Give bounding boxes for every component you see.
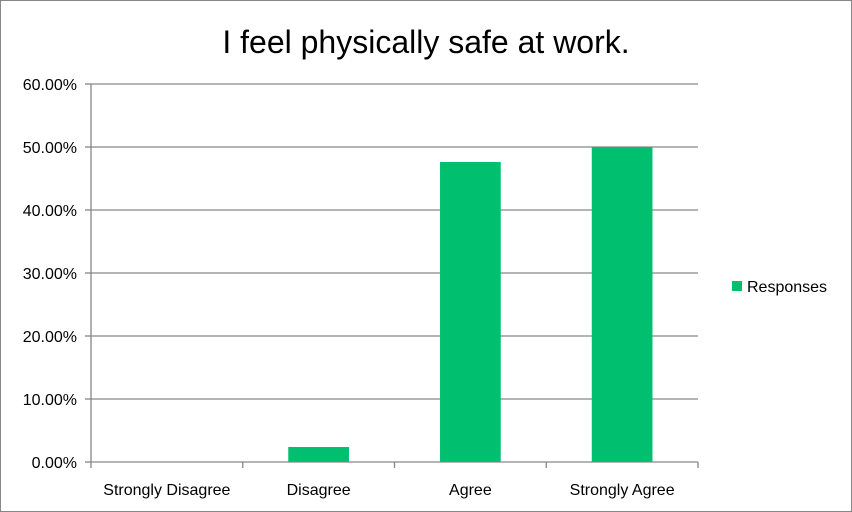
legend-label: Responses <box>747 279 827 296</box>
x-category-label: Agree <box>449 482 492 499</box>
y-tick-label: 40.00% <box>23 203 77 220</box>
x-category-label: Strongly Disagree <box>103 482 230 499</box>
x-category-label: Disagree <box>287 482 351 499</box>
bar-disagree <box>288 447 349 462</box>
axes <box>85 83 699 468</box>
y-tick-label: 0.00% <box>32 455 77 472</box>
legend: Responses <box>732 279 827 296</box>
y-tick-label: 60.00% <box>23 77 77 94</box>
legend-swatch <box>732 281 742 291</box>
y-tick-label: 50.00% <box>23 140 77 157</box>
x-category-label: Strongly Agree <box>570 482 675 499</box>
y-tick-label: 10.00% <box>23 392 77 409</box>
bar-agree <box>440 161 501 462</box>
chart-title: I feel physically safe at work. <box>222 24 629 60</box>
y-tick-label: 30.00% <box>23 266 77 283</box>
tick-labels: 0.00% 10.00% 20.00% 30.00% 40.00% 50.00% 60.00… <box>23 77 675 499</box>
bars <box>288 147 653 462</box>
y-tick-label: 20.00% <box>23 329 77 346</box>
bar-strongly-agree <box>591 147 653 462</box>
